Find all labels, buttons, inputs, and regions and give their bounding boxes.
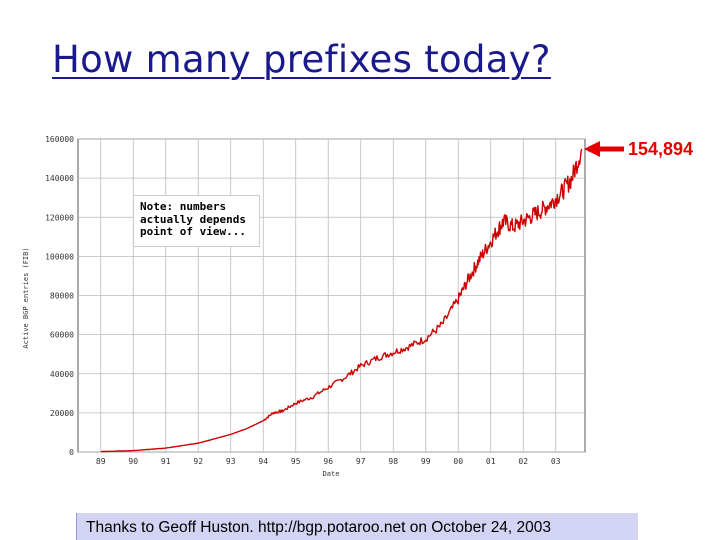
x-tick-label: 90 bbox=[128, 457, 138, 466]
slide-title: How many prefixes today? bbox=[52, 38, 551, 81]
x-tick-label: 01 bbox=[486, 457, 496, 466]
grid-lines bbox=[78, 138, 585, 453]
x-tick-label: 89 bbox=[96, 457, 106, 466]
x-tick-label: 99 bbox=[421, 457, 431, 466]
x-tick-label: 92 bbox=[193, 457, 203, 466]
y-tick-label: 0 bbox=[69, 448, 74, 457]
x-tick-label: 97 bbox=[356, 457, 366, 466]
x-tick-label: 91 bbox=[161, 457, 171, 466]
credit-footer: Thanks to Geoff Huston. http://bgp.potar… bbox=[76, 513, 638, 540]
x-tick-label: 93 bbox=[226, 457, 236, 466]
y-tick-label: 120000 bbox=[45, 213, 74, 222]
x-tick-label: 98 bbox=[388, 457, 398, 466]
y-tick-label: 20000 bbox=[50, 409, 74, 418]
x-tick-label: 94 bbox=[258, 457, 268, 466]
y-tick-label: 160000 bbox=[45, 135, 74, 144]
y-tick-label: 60000 bbox=[50, 331, 74, 340]
x-tick-label: 00 bbox=[453, 457, 463, 466]
callout-arrow bbox=[584, 141, 624, 157]
y-tick-label: 80000 bbox=[50, 292, 74, 301]
x-tick-label: 03 bbox=[551, 457, 561, 466]
current-count-callout: 154,894 bbox=[628, 139, 694, 159]
y-tick-label: 140000 bbox=[45, 174, 74, 183]
y-tick-label: 40000 bbox=[50, 370, 74, 379]
series-line bbox=[100, 148, 583, 453]
x-tick-label: 02 bbox=[518, 457, 528, 466]
y-axis-label: Active BGP entries (FIB) bbox=[22, 247, 30, 348]
x-axis-label: Date bbox=[323, 470, 340, 478]
note-box: Note: numbers actually depends point of … bbox=[133, 195, 260, 247]
x-tick-label: 95 bbox=[291, 457, 301, 466]
y-tick-label: 100000 bbox=[45, 252, 74, 261]
x-tick-label: 96 bbox=[323, 457, 333, 466]
tick-labels: 89 90 91 92 93 94 95 96 97 98 99 00 01 02 03 0 20000 4000… bbox=[45, 135, 561, 466]
